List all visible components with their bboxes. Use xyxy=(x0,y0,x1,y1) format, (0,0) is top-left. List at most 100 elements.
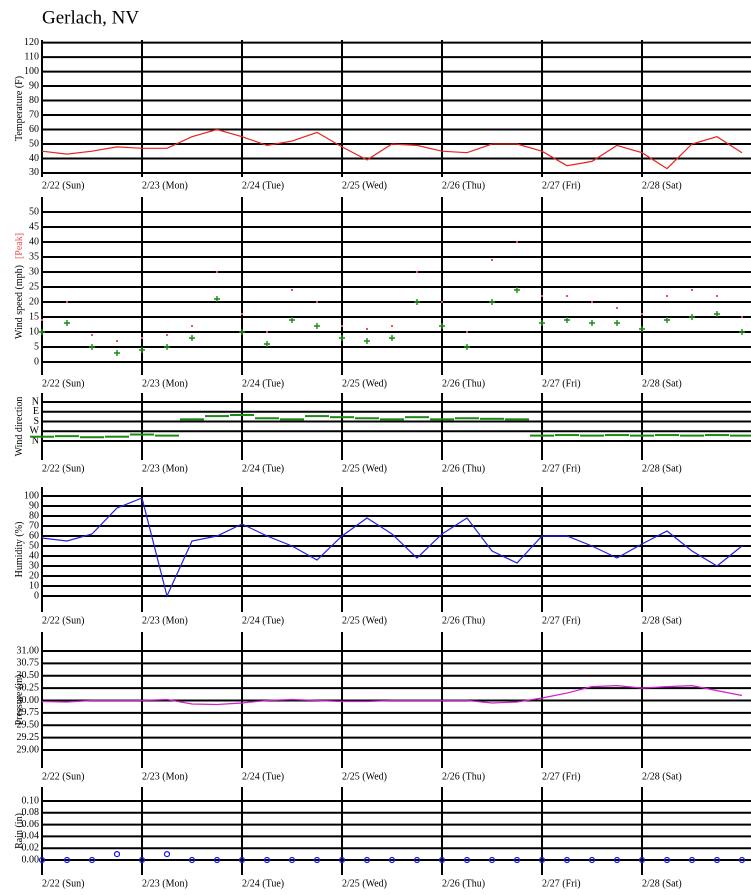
wind-marker xyxy=(514,287,520,294)
y-tick-label: 80 xyxy=(29,510,39,521)
x-tick-label: 2/23 (Mon) xyxy=(142,771,188,782)
wind-marker xyxy=(364,338,370,345)
y-axis-label-part: Wind speed (mph) xyxy=(14,265,25,339)
rain-marker xyxy=(638,856,646,864)
direction-marker xyxy=(280,418,304,421)
y-tick-label: 30 xyxy=(29,167,39,178)
rain-marker xyxy=(213,856,221,864)
peak-marker xyxy=(116,340,118,343)
x-tick-label: 2/22 (Sun) xyxy=(42,378,85,389)
y-tick-label: 0.08 xyxy=(22,807,40,818)
x-tick-label: 2/26 (Thu) xyxy=(442,378,485,389)
x-tick-label: 2/23 (Mon) xyxy=(142,378,188,389)
peak-marker xyxy=(741,316,743,319)
peak-marker xyxy=(266,331,268,334)
y-tick-label: 30.50 xyxy=(17,670,40,681)
rain-marker xyxy=(663,856,671,864)
direction-marker xyxy=(730,434,751,437)
y-axis-label: Temperature (F) xyxy=(14,76,25,141)
rain-marker xyxy=(463,856,471,864)
y-tick-label: 60 xyxy=(29,124,39,135)
x-tick-label: 2/28 (Sat) xyxy=(642,615,682,626)
peak-marker xyxy=(516,241,518,244)
x-tick-label: 2/28 (Sat) xyxy=(642,463,682,474)
rain-marker xyxy=(388,856,396,864)
y-tick-label: 30 xyxy=(29,560,39,571)
y-tick-label: N xyxy=(32,396,39,407)
y-tick-label: 90 xyxy=(29,80,39,91)
x-tick-label: 2/22 (Sun) xyxy=(42,878,85,889)
wind-marker xyxy=(139,347,145,354)
y-tick-label: 20 xyxy=(29,570,39,581)
x-tick-label: 2/26 (Thu) xyxy=(442,180,485,191)
direction-marker xyxy=(330,416,354,419)
x-tick-label: 2/27 (Fri) xyxy=(542,878,581,889)
y-axis-label: Wind direction xyxy=(14,397,25,457)
data-line xyxy=(41,128,743,170)
rain-marker xyxy=(713,856,721,864)
x-tick-label: 2/26 (Thu) xyxy=(442,615,485,626)
direction-marker xyxy=(430,418,454,421)
rain-marker xyxy=(63,856,71,864)
x-tick-label: 2/28 (Sat) xyxy=(642,771,682,782)
direction-marker xyxy=(530,434,554,437)
rain-marker xyxy=(438,856,446,864)
rain-marker xyxy=(413,856,421,864)
rain-marker xyxy=(513,856,521,864)
x-tick-label: 2/22 (Sun) xyxy=(42,180,85,191)
direction-marker xyxy=(480,417,504,420)
direction-marker xyxy=(180,418,204,421)
wind-marker xyxy=(39,329,45,336)
wind-marker xyxy=(239,329,245,336)
x-tick-label: 2/24 (Tue) xyxy=(242,771,284,782)
y-tick-label: 0.10 xyxy=(22,795,40,806)
x-tick-label: 2/25 (Wed) xyxy=(342,463,387,474)
direction-marker xyxy=(655,434,679,437)
y-tick-label: 50 xyxy=(29,206,39,217)
peak-marker xyxy=(491,259,493,262)
wind-marker xyxy=(714,311,720,318)
y-tick-label: 29.00 xyxy=(17,744,40,755)
y-tick-label: 30.75 xyxy=(17,658,40,669)
direction-marker xyxy=(630,434,654,437)
direction-marker xyxy=(680,434,704,437)
y-axis-label-part: Temperature (F) xyxy=(14,76,25,141)
y-tick-label: 45 xyxy=(29,221,39,232)
peak-marker xyxy=(66,301,68,304)
peak-marker xyxy=(341,325,343,328)
x-tick-label: 2/25 (Wed) xyxy=(342,771,387,782)
y-axis-label: Humidity (%) xyxy=(14,522,25,578)
rain-marker xyxy=(38,856,46,864)
wind-marker xyxy=(289,317,295,324)
peak-marker xyxy=(191,325,193,328)
y-tick-label: 70 xyxy=(29,520,39,531)
rain-marker xyxy=(563,856,571,864)
x-tick-label: 2/23 (Mon) xyxy=(142,878,188,889)
y-tick-label: N xyxy=(32,435,39,446)
rain-marker xyxy=(88,856,96,864)
x-tick-label: 2/25 (Wed) xyxy=(342,378,387,389)
wind-marker xyxy=(264,341,270,348)
rain-marker xyxy=(138,856,146,864)
x-tick-label: 2/28 (Sat) xyxy=(642,180,682,191)
y-tick-label: 80 xyxy=(29,95,39,106)
peak-marker xyxy=(241,313,243,316)
x-tick-label: 2/28 (Sat) xyxy=(642,878,682,889)
y-axis-label-part: Wind direction xyxy=(14,397,25,457)
wind-marker xyxy=(564,317,570,324)
peak-marker xyxy=(366,328,368,331)
y-tick-label: 30.25 xyxy=(17,682,40,693)
wind-marker xyxy=(314,323,320,330)
y-tick-label: 40 xyxy=(29,153,39,164)
peak-marker xyxy=(166,334,168,337)
rain-marker xyxy=(313,856,321,864)
y-tick-label: 29.25 xyxy=(17,732,40,743)
y-tick-label: 0 xyxy=(34,356,39,367)
y-tick-label: 10 xyxy=(29,580,39,591)
y-tick-label: 110 xyxy=(24,51,39,62)
peak-marker xyxy=(391,325,393,328)
rain-marker xyxy=(488,856,496,864)
peak-marker xyxy=(41,319,43,322)
wind-marker xyxy=(439,323,445,330)
